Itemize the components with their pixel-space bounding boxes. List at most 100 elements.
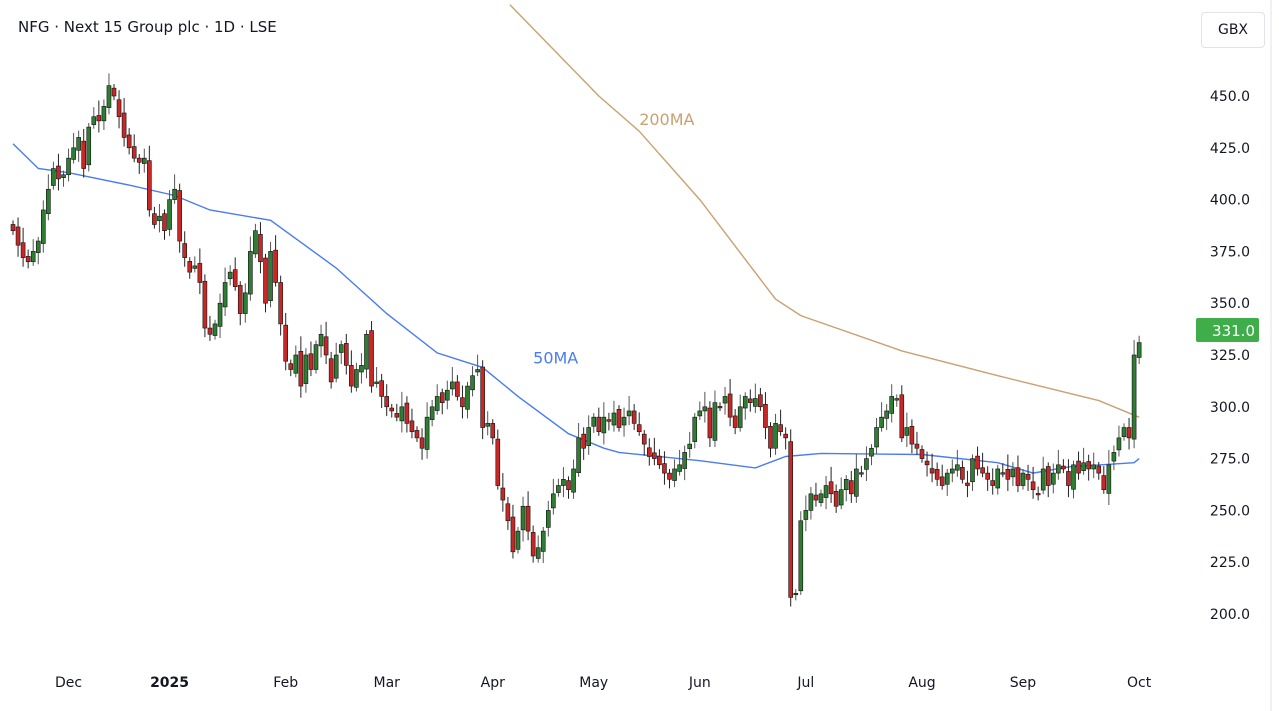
y-tick-label: 425.0 — [1210, 141, 1250, 157]
candle — [303, 348, 309, 393]
candle-body — [116, 99, 122, 118]
candle — [960, 460, 965, 484]
candle-body — [243, 292, 248, 314]
candle — [318, 324, 324, 358]
candle — [848, 471, 854, 503]
candle-body — [823, 485, 829, 498]
candle-body — [864, 458, 869, 470]
candle-body — [364, 333, 369, 370]
candle-body — [258, 234, 263, 263]
candle-body — [566, 480, 571, 490]
candle-body — [621, 416, 627, 426]
candle — [843, 475, 849, 502]
candle — [333, 342, 339, 383]
candle — [359, 353, 364, 384]
candle-body — [813, 494, 819, 501]
candle-body — [273, 249, 278, 283]
candle — [990, 468, 996, 495]
candle-body — [995, 468, 1001, 489]
candle — [222, 267, 228, 317]
candle-body — [444, 389, 450, 401]
candle — [96, 100, 102, 133]
candle-body — [56, 165, 61, 180]
50ma-label: 50MA — [533, 348, 578, 367]
candle — [556, 478, 561, 497]
candle-body — [1126, 427, 1132, 439]
x-tick-label: 2025 — [150, 675, 189, 691]
candle-body — [182, 243, 187, 258]
candle — [450, 367, 455, 396]
candle-body — [152, 213, 157, 225]
candle-body — [313, 344, 319, 370]
candle-body — [379, 380, 384, 397]
candle — [697, 401, 703, 421]
candle — [854, 454, 859, 503]
candle — [1106, 449, 1112, 506]
candle-body — [788, 441, 794, 598]
candle — [485, 411, 491, 436]
candle-body — [429, 406, 435, 420]
candle — [419, 428, 425, 460]
candle-body — [768, 425, 773, 449]
candle-body — [207, 327, 213, 335]
candle-body — [338, 344, 344, 353]
candle — [783, 427, 788, 450]
candle — [859, 465, 864, 478]
candle — [101, 99, 107, 130]
candle-body — [859, 472, 864, 475]
candle — [818, 489, 824, 507]
candle-body — [424, 416, 430, 450]
candle — [409, 408, 415, 439]
candle-body — [1096, 465, 1102, 474]
candle-body — [136, 157, 142, 163]
last-price: 331.0 — [1212, 322, 1255, 340]
candle — [243, 283, 248, 323]
candle-body — [530, 532, 536, 557]
candle-body — [960, 467, 965, 480]
candle-body — [172, 188, 177, 200]
candle-body — [283, 324, 289, 362]
candle — [40, 200, 46, 253]
candle — [86, 122, 92, 172]
candle — [25, 249, 31, 269]
candle-body — [662, 463, 667, 474]
candle — [904, 412, 910, 447]
candle-body — [556, 485, 561, 493]
candle — [283, 312, 289, 371]
currency-button[interactable]: GBX — [1201, 12, 1265, 48]
candle-body — [652, 452, 657, 459]
candle — [949, 459, 955, 483]
candle-body — [551, 493, 556, 509]
candle-body — [869, 447, 874, 457]
candle — [646, 438, 652, 466]
candle-body — [798, 520, 804, 592]
candle-body — [374, 381, 379, 384]
candle — [874, 417, 879, 454]
candle-body — [687, 443, 693, 449]
candle-body — [1000, 472, 1006, 475]
candle-body — [778, 424, 783, 432]
candle-body — [1076, 460, 1081, 474]
candle-body — [389, 407, 395, 412]
candle-body — [25, 256, 31, 263]
candle-body — [1121, 427, 1127, 437]
candle-body — [535, 547, 541, 559]
candle-body — [359, 365, 364, 373]
candle-body — [1071, 464, 1076, 490]
candle — [535, 535, 541, 563]
candle-body — [949, 468, 955, 474]
x-tick-label: Jun — [688, 675, 711, 691]
candle-body — [354, 369, 359, 388]
candle-body — [1101, 475, 1107, 490]
candle-body — [167, 199, 172, 230]
candle-body — [106, 85, 112, 108]
candle-body — [631, 410, 637, 424]
candle — [692, 413, 698, 449]
candle-body — [500, 487, 506, 501]
candle-body — [323, 336, 329, 356]
candle-body — [222, 282, 228, 308]
candle-body — [894, 398, 900, 401]
candle — [662, 451, 667, 485]
candle — [91, 107, 97, 129]
